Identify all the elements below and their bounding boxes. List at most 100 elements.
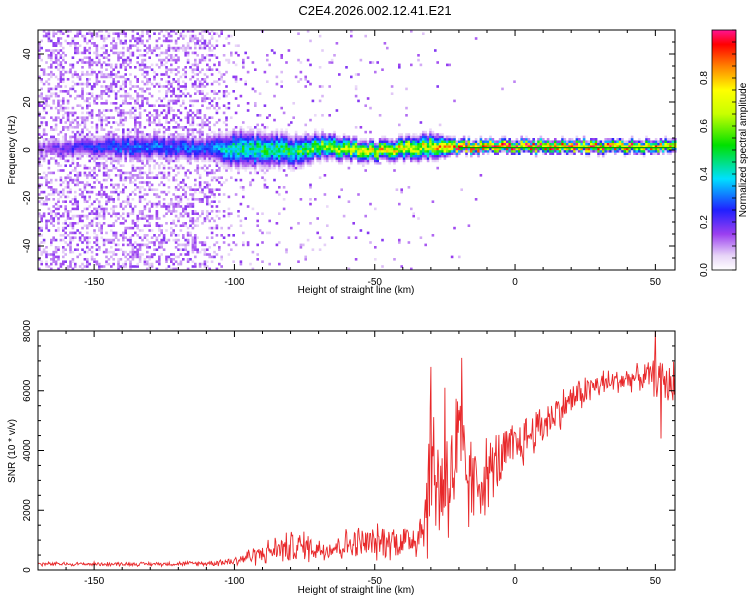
spectrogram-cell bbox=[184, 238, 187, 242]
spectrogram-cell bbox=[114, 51, 118, 55]
spectrogram-cell bbox=[141, 34, 144, 38]
spectrogram-cell bbox=[86, 241, 89, 244]
spectrogram-cell bbox=[270, 166, 274, 170]
spectrogram-cell bbox=[38, 183, 41, 187]
spectrogram-cell bbox=[78, 181, 82, 184]
spectrogram-cell bbox=[167, 126, 171, 129]
spectrogram-cell bbox=[208, 135, 211, 139]
spectrogram-cell bbox=[74, 97, 77, 100]
spectrogram-cell bbox=[347, 159, 351, 163]
spectrogram-cell bbox=[136, 121, 139, 124]
spectrogram-cell bbox=[429, 140, 432, 143]
spectrogram-cell bbox=[208, 97, 211, 100]
spectrogram-cell bbox=[66, 92, 70, 95]
spectrogram-cell bbox=[242, 166, 245, 170]
spectrogram-cell bbox=[136, 37, 139, 40]
spectrogram-cell bbox=[88, 97, 91, 100]
spectrogram-cell bbox=[342, 214, 346, 218]
spectrogram-cell bbox=[393, 147, 396, 151]
spectrogram-cell bbox=[134, 145, 137, 148]
spectrogram-cell bbox=[105, 99, 108, 103]
spectrogram-cell bbox=[170, 34, 173, 38]
spectrogram-cell bbox=[242, 142, 245, 146]
spectrogram-cell bbox=[386, 138, 389, 141]
spectrogram-cell bbox=[446, 138, 449, 141]
spectrogram-cell bbox=[268, 114, 271, 117]
spectrogram-cell bbox=[59, 130, 63, 134]
spectrogram-cell bbox=[429, 135, 432, 139]
spectrogram-cell bbox=[251, 207, 255, 211]
spectrogram-cell bbox=[134, 85, 137, 88]
spectrogram-cell bbox=[258, 138, 262, 141]
spectrogram-cell bbox=[165, 267, 168, 271]
spectrogram-cell bbox=[119, 63, 123, 67]
spectrogram-cell bbox=[309, 142, 312, 146]
spectrogram-cell bbox=[323, 152, 327, 155]
spectrogram-cell bbox=[81, 82, 84, 86]
spectrogram-cell bbox=[278, 157, 281, 160]
spectrogram-cell bbox=[398, 241, 401, 244]
spectrogram-cell bbox=[393, 258, 396, 261]
spectrogram-cell bbox=[136, 128, 139, 131]
spectrogram-cell bbox=[146, 255, 149, 259]
spectrogram-cell bbox=[357, 73, 360, 76]
spectrogram-cell bbox=[117, 193, 120, 196]
spectrogram-cell bbox=[196, 150, 199, 153]
spectrogram-cell bbox=[112, 234, 115, 237]
spectrogram-cell bbox=[182, 150, 185, 153]
spectrogram-cell bbox=[381, 154, 384, 158]
spectrogram-cell bbox=[165, 238, 168, 242]
spectrogram-cell bbox=[182, 46, 185, 50]
spectrogram-cell bbox=[218, 128, 221, 131]
spectrogram-cell bbox=[184, 66, 187, 69]
spectrogram-cell bbox=[186, 226, 190, 230]
spectrogram-cell bbox=[148, 222, 151, 225]
spectrogram-cell bbox=[105, 154, 108, 158]
spectrogram-cell bbox=[237, 145, 240, 148]
spectrogram-cell bbox=[107, 135, 111, 139]
spectrogram-cell bbox=[266, 157, 269, 160]
spectrogram-cell bbox=[203, 157, 207, 160]
spectrogram-cell bbox=[218, 150, 221, 153]
spectrogram-cell bbox=[314, 130, 317, 134]
spectrogram-cell bbox=[174, 58, 178, 62]
spectrogram-cell bbox=[330, 142, 334, 146]
spectrogram-cell bbox=[215, 92, 219, 95]
spectrogram-cell bbox=[203, 94, 207, 98]
spectrogram-cell bbox=[59, 104, 63, 107]
spectrogram-cell bbox=[218, 262, 221, 266]
spectrogram-cell bbox=[198, 186, 202, 189]
spectrogram-cell bbox=[352, 157, 355, 160]
spectrogram-cell bbox=[330, 140, 334, 143]
spectrogram-cell bbox=[57, 169, 60, 172]
spectrogram-cell bbox=[170, 147, 173, 151]
spectrogram-cell bbox=[230, 159, 233, 163]
spectrogram-cell bbox=[275, 130, 279, 134]
spectrogram-cell bbox=[129, 51, 132, 55]
spectrogram-cell bbox=[196, 66, 199, 69]
spectrogram-cell bbox=[222, 145, 226, 148]
spectrogram-cell bbox=[179, 133, 183, 136]
spectrogram-cell bbox=[172, 238, 175, 242]
spectrogram-cell bbox=[131, 226, 135, 230]
spectrogram-cell bbox=[59, 70, 63, 74]
spectrogram-cell bbox=[309, 222, 312, 225]
spectrogram-cell bbox=[172, 231, 175, 235]
spectrogram-cell bbox=[71, 267, 75, 271]
spectrogram-cell bbox=[45, 145, 48, 148]
spectrogram-cell bbox=[129, 66, 132, 69]
spectrogram-cell bbox=[155, 133, 159, 136]
spectrogram-cell bbox=[38, 193, 41, 196]
spectrogram-cell bbox=[422, 32, 425, 35]
spectrogram-cell bbox=[86, 133, 89, 136]
spectrogram-cell bbox=[64, 253, 67, 256]
spectrogram-cell bbox=[165, 241, 168, 244]
spectrogram-cell bbox=[158, 262, 161, 266]
spectrogram-cell bbox=[107, 262, 111, 266]
spectrogram-cell bbox=[93, 181, 96, 184]
spectrogram-cell bbox=[203, 150, 207, 153]
spectrogram-cell bbox=[47, 90, 51, 93]
spectrogram-cell bbox=[83, 61, 87, 64]
spectrogram-cell bbox=[299, 70, 303, 74]
spectrogram-cell bbox=[398, 150, 401, 153]
